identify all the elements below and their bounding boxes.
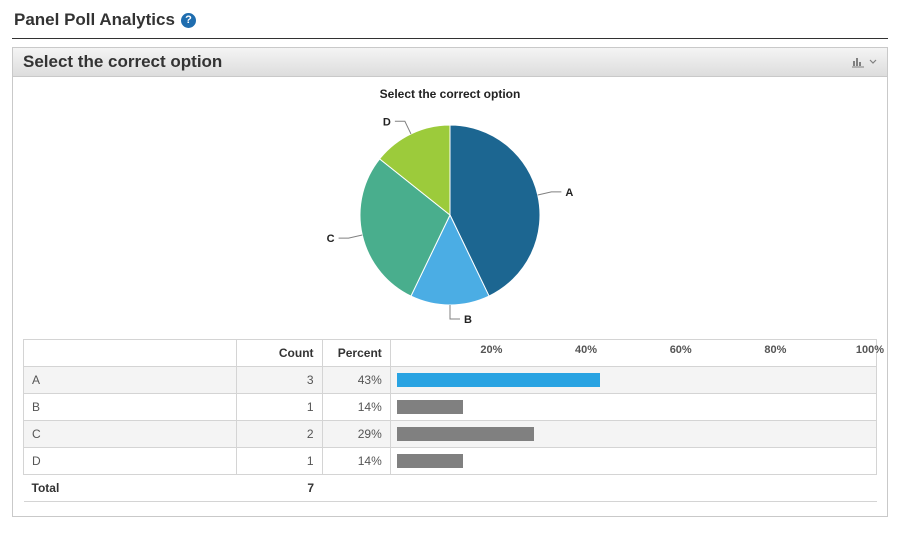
panel-title: Select the correct option: [23, 52, 851, 72]
row-label: A: [24, 367, 237, 394]
row-count: 2: [237, 421, 322, 448]
pie-label-c: C: [327, 233, 335, 245]
row-count: 3: [237, 367, 322, 394]
bar-track: [397, 454, 870, 468]
col-percent: Percent: [322, 340, 390, 367]
row-percent: 14%: [322, 448, 390, 475]
row-percent: 14%: [322, 394, 390, 421]
panel-header: Select the correct option: [13, 48, 887, 77]
row-bar-cell: [390, 421, 876, 448]
row-count: 1: [237, 448, 322, 475]
axis-tick: 20%: [480, 344, 502, 356]
bar-fill: [397, 373, 600, 387]
axis-tick: 80%: [764, 344, 786, 356]
bar-track: [397, 373, 870, 387]
divider: [12, 38, 888, 39]
row-percent: 43%: [322, 367, 390, 394]
col-bar-axis: 20%40%60%80%100%: [390, 340, 876, 367]
pie-svg: A B C D: [250, 105, 650, 325]
pie-label-a: A: [565, 187, 573, 199]
row-label: C: [24, 421, 237, 448]
col-option: [24, 340, 237, 367]
table-row: C229%: [24, 421, 877, 448]
row-count: 1: [237, 394, 322, 421]
results-table: Count Percent 20%40%60%80%100% A343%B114…: [23, 339, 877, 502]
pie-chart: Select the correct option A B C D: [23, 87, 877, 327]
total-label: Total: [24, 475, 237, 502]
panel-body: Select the correct option ABCD Count Per…: [13, 77, 887, 516]
row-bar-cell: [390, 448, 876, 475]
pie-label-b: B: [464, 314, 472, 325]
chevron-down-icon: [869, 58, 877, 66]
row-bar-cell: [390, 367, 876, 394]
poll-panel: Select the correct option Select the cor…: [12, 47, 888, 517]
col-count: Count: [237, 340, 322, 367]
page-header: Panel Poll Analytics ?: [12, 8, 888, 36]
help-icon[interactable]: ?: [181, 13, 196, 28]
table-total-row: Total 7: [24, 475, 877, 502]
axis-tick: 60%: [670, 344, 692, 356]
bar-track: [397, 427, 870, 441]
table-body: A343%B114%C229%D114%: [24, 367, 877, 475]
bar-fill: [397, 400, 463, 414]
bar-chart-icon: [851, 56, 865, 68]
total-count: 7: [237, 475, 322, 502]
table-row: B114%: [24, 394, 877, 421]
bar-track: [397, 400, 870, 414]
pie-label-d: D: [383, 116, 391, 128]
table-header-row: Count Percent 20%40%60%80%100%: [24, 340, 877, 367]
table-row: D114%: [24, 448, 877, 475]
axis-tick: 40%: [575, 344, 597, 356]
table-row: A343%: [24, 367, 877, 394]
row-bar-cell: [390, 394, 876, 421]
bar-axis: 20%40%60%80%100%: [397, 344, 870, 362]
chart-title: Select the correct option: [23, 87, 877, 101]
row-percent: 29%: [322, 421, 390, 448]
chart-options-menu[interactable]: [851, 56, 877, 68]
bar-fill: [397, 454, 463, 468]
page-title: Panel Poll Analytics: [14, 10, 175, 30]
row-label: B: [24, 394, 237, 421]
axis-tick: 100%: [856, 344, 884, 356]
bar-fill: [397, 427, 534, 441]
row-label: D: [24, 448, 237, 475]
